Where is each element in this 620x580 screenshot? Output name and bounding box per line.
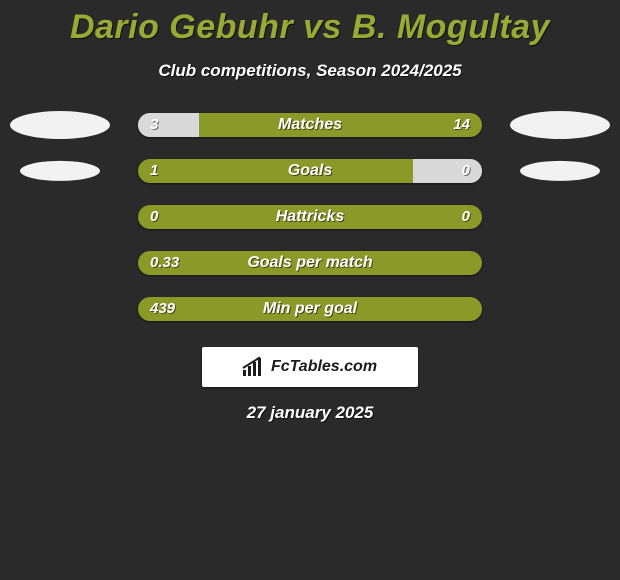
brand-text: FcTables.com [271, 358, 377, 376]
stat-row: 0.33Goals per match [0, 251, 620, 275]
stat-label: Min per goal [138, 297, 482, 321]
stats-container: 314Matches 10Goals 00Hattricks 0.33Goals pe… [0, 113, 620, 321]
stat-label: Hattricks [138, 205, 482, 229]
stat-label: Matches [138, 113, 482, 137]
stat-bar: 439Min per goal [138, 297, 482, 321]
player-right-oval [510, 111, 610, 139]
footer: FcTables.com 27 january 2025 [0, 347, 620, 423]
stat-bar: 314Matches [138, 113, 482, 137]
snapshot-date: 27 january 2025 [247, 403, 374, 423]
stat-row: 314Matches [0, 113, 620, 137]
stat-bar: 00Hattricks [138, 205, 482, 229]
stat-row: 439Min per goal [0, 297, 620, 321]
stat-label: Goals [138, 159, 482, 183]
player-left-oval [20, 161, 100, 181]
stat-bar: 10Goals [138, 159, 482, 183]
stat-row: 10Goals [0, 159, 620, 183]
brand-box: FcTables.com [202, 347, 418, 387]
player-right-oval [520, 161, 600, 181]
comparison-title: Dario Gebuhr vs B. Mogultay [0, 0, 620, 47]
comparison-subtitle: Club competitions, Season 2024/2025 [0, 61, 620, 81]
stat-bar: 0.33Goals per match [138, 251, 482, 275]
stat-row: 00Hattricks [0, 205, 620, 229]
bar-chart-arrow-icon [243, 358, 265, 376]
player-left-oval [10, 111, 110, 139]
stat-label: Goals per match [138, 251, 482, 275]
